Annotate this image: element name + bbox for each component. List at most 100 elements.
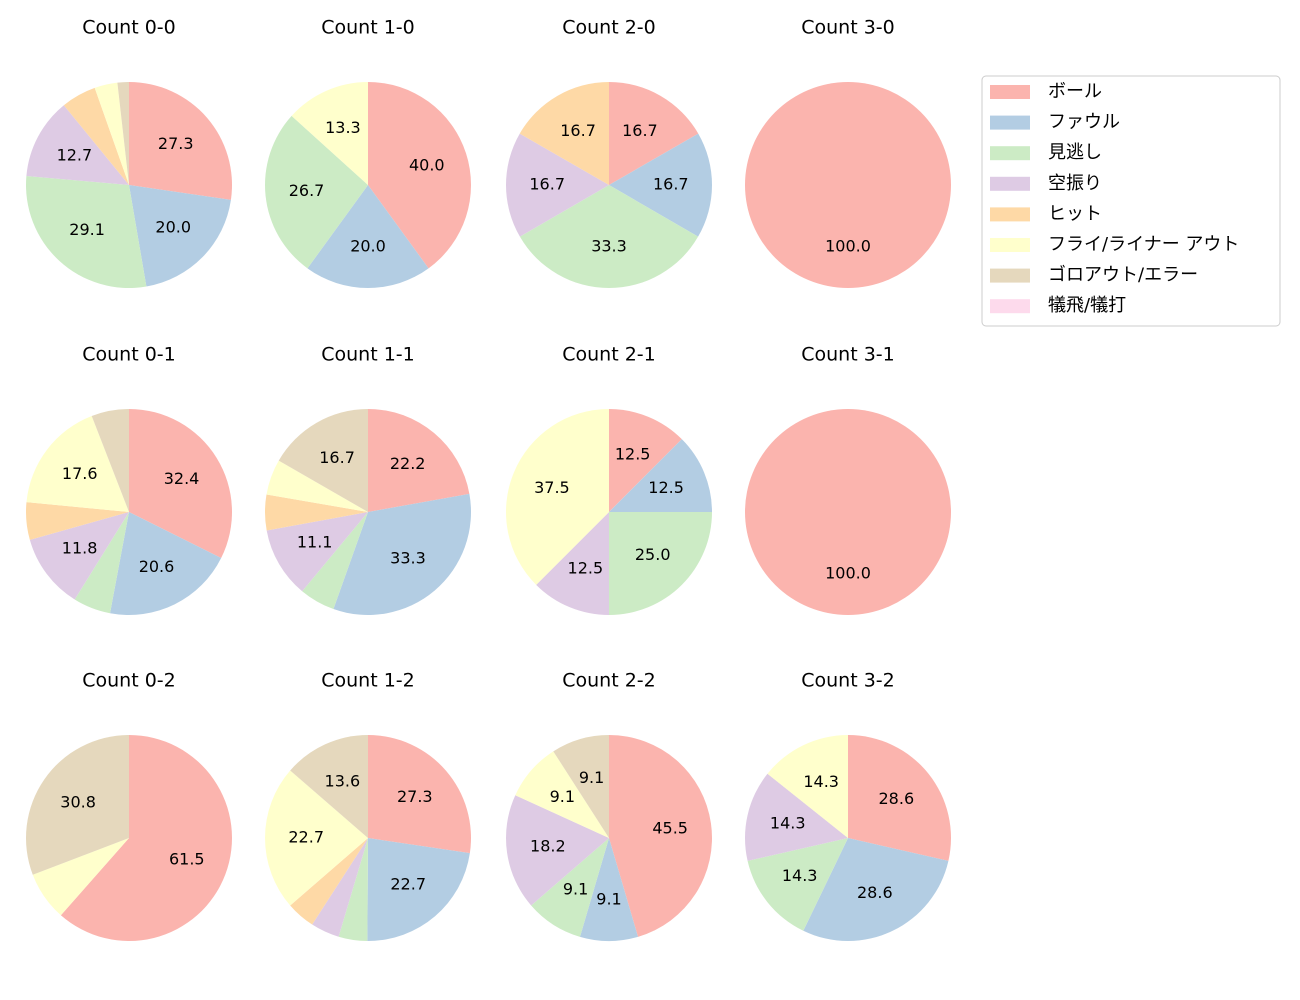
pie-slice xyxy=(505,795,609,906)
pie-slice xyxy=(291,82,368,185)
pie-slice xyxy=(609,512,712,615)
pie-slice xyxy=(553,735,609,838)
pie-slice xyxy=(117,82,129,185)
pie-slice xyxy=(290,735,368,838)
pie-slice xyxy=(609,409,682,512)
pie-slice xyxy=(536,512,609,615)
slice-label: 30.8 xyxy=(60,792,96,811)
slice-label: 28.6 xyxy=(857,883,893,902)
legend-label: ファウル xyxy=(1048,112,1120,133)
slice-label: 29.1 xyxy=(69,220,105,239)
slice-label: 14.3 xyxy=(782,866,818,885)
slice-label: 45.5 xyxy=(652,819,688,838)
legend-box xyxy=(981,75,1281,327)
pie-slice xyxy=(745,773,848,861)
slice-label: 22.7 xyxy=(288,828,324,847)
slice-label: 16.7 xyxy=(653,175,689,194)
slice-label: 11.1 xyxy=(297,533,333,552)
slice-label: 12.5 xyxy=(648,478,684,497)
slice-label: 12.7 xyxy=(57,146,93,165)
slice-label: 16.7 xyxy=(529,175,565,194)
pie-slice xyxy=(848,735,952,861)
slice-label: 14.3 xyxy=(803,772,839,791)
chart-title: Count 2-0 xyxy=(562,17,656,39)
slice-label: 16.7 xyxy=(622,121,658,140)
pie-slice xyxy=(265,770,368,906)
pie-slice xyxy=(531,838,609,937)
pie-slice xyxy=(265,115,368,269)
pie-slice xyxy=(515,751,609,838)
legend-swatch xyxy=(990,268,1030,283)
chart-title: Count 1-1 xyxy=(321,344,415,366)
pie-slice xyxy=(579,838,639,941)
pie-slice xyxy=(63,87,129,185)
chart-title: Count 3-1 xyxy=(801,344,895,366)
pie-slice xyxy=(368,82,471,269)
pie-slice xyxy=(609,133,712,237)
pie-slice xyxy=(745,82,951,288)
pie-slice xyxy=(506,409,609,585)
legend-label: 犠飛/犠打 xyxy=(1048,295,1126,316)
pie-slice xyxy=(94,82,129,185)
slice-label: 9.1 xyxy=(596,889,621,908)
pie-slice xyxy=(609,439,712,512)
slice-label: 9.1 xyxy=(550,787,575,806)
slice-label: 12.5 xyxy=(615,444,651,463)
legend-swatch xyxy=(990,115,1030,130)
slice-label: 14.3 xyxy=(770,814,806,833)
legend-label: ボール xyxy=(1048,81,1102,102)
legend-label: フライ/ライナー アウト xyxy=(1048,234,1239,255)
pie-slice xyxy=(302,512,368,610)
pie-slice xyxy=(32,838,130,916)
pie-slice xyxy=(519,82,609,185)
pie-slice xyxy=(505,133,609,237)
pie-slice xyxy=(129,409,232,558)
chart-title: Count 0-2 xyxy=(82,670,176,692)
chart-title: Count 3-2 xyxy=(801,670,895,692)
pie-slice xyxy=(333,493,472,615)
chart-title: Count 0-0 xyxy=(82,17,176,39)
slice-label: 37.5 xyxy=(534,478,570,497)
slice-label: 20.0 xyxy=(155,218,191,237)
chart-title: Count 1-0 xyxy=(321,17,415,39)
slice-label: 18.2 xyxy=(530,836,566,855)
pie-slice xyxy=(110,512,222,615)
slice-label: 27.3 xyxy=(397,787,433,806)
pie-slice xyxy=(767,735,848,838)
slice-label: 27.3 xyxy=(158,134,194,153)
legend-swatch xyxy=(990,146,1030,161)
pie-slice xyxy=(312,838,368,937)
slice-label: 20.6 xyxy=(139,557,175,576)
slice-label: 28.6 xyxy=(879,789,915,808)
legend-swatch xyxy=(990,176,1030,191)
pie-slice xyxy=(338,838,368,941)
slice-label: 33.3 xyxy=(591,236,627,255)
pie-slice xyxy=(25,735,130,875)
pie-slice xyxy=(91,409,129,512)
slice-label: 13.3 xyxy=(325,118,361,137)
legend-swatch xyxy=(990,299,1030,314)
pie-slice xyxy=(745,409,951,615)
slice-label: 22.7 xyxy=(390,874,426,893)
slice-label: 100.0 xyxy=(825,236,871,255)
slice-label: 40.0 xyxy=(409,155,445,174)
pie-slice xyxy=(609,82,699,185)
chart-title: Count 3-0 xyxy=(801,17,895,39)
slice-label: 25.0 xyxy=(635,545,671,564)
slice-label: 16.7 xyxy=(319,448,355,467)
slice-label: 16.7 xyxy=(560,121,596,140)
legend-swatch xyxy=(990,207,1030,222)
slice-label: 61.5 xyxy=(169,849,205,868)
pie-slice xyxy=(26,415,129,512)
slice-label: 33.3 xyxy=(390,549,426,568)
pie-slice xyxy=(26,105,129,185)
slice-label: 9.1 xyxy=(579,768,604,787)
pie-slice xyxy=(278,409,368,512)
pie-slice xyxy=(29,512,129,600)
pie-slice xyxy=(265,494,368,531)
pie-slice xyxy=(60,735,233,941)
legend-swatch xyxy=(990,85,1030,99)
chart-title: Count 0-1 xyxy=(82,344,176,366)
